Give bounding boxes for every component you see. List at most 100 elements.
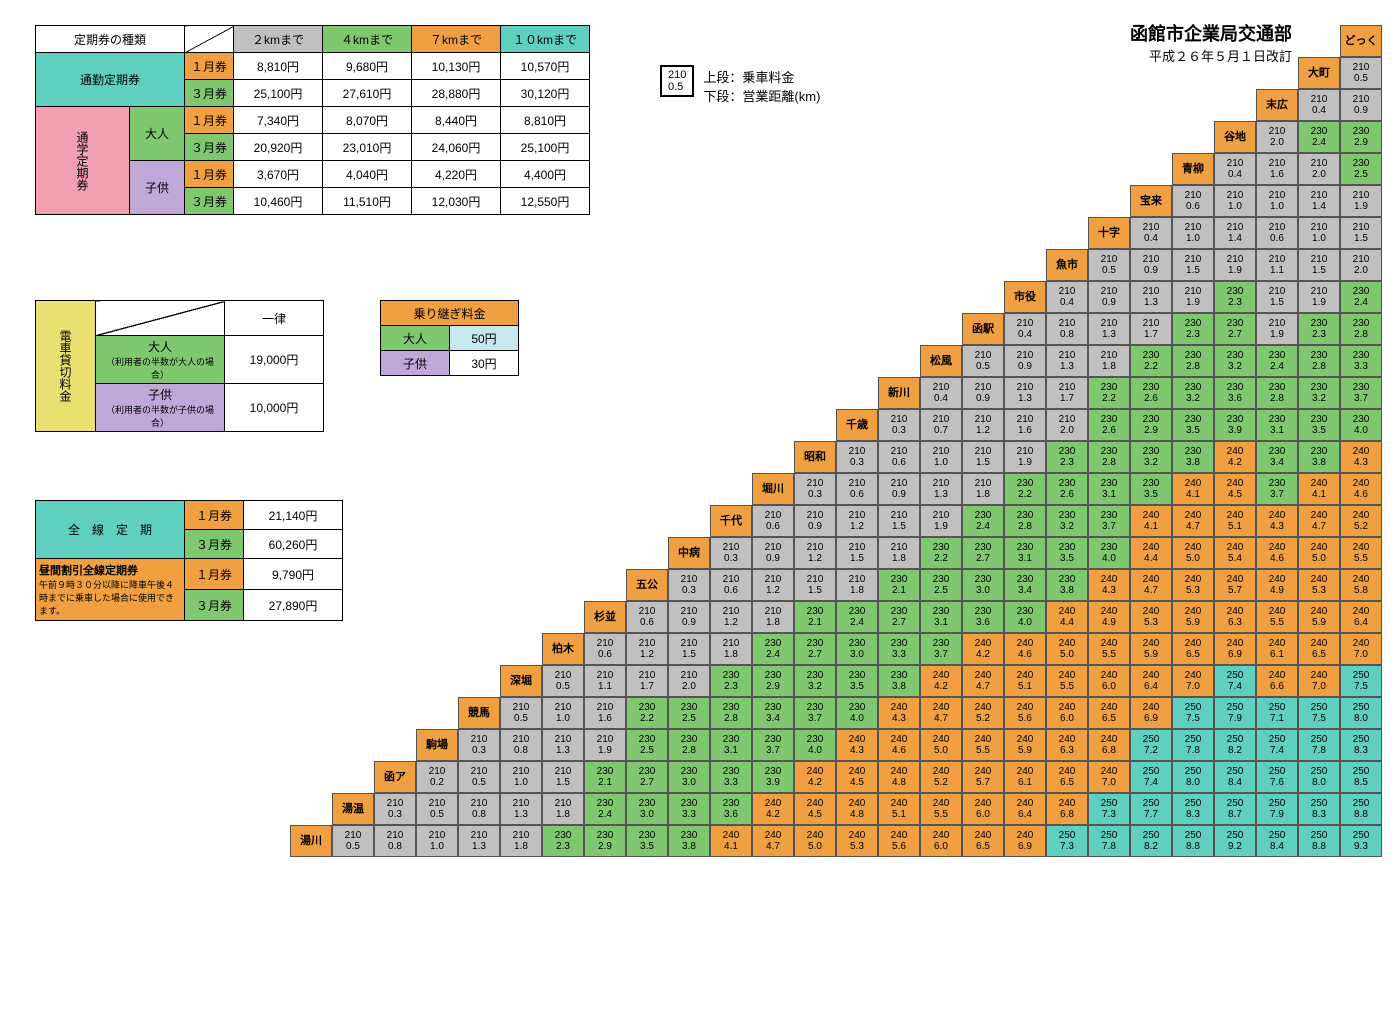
station-header: 松風: [920, 345, 962, 377]
fare-cell: 2101.0: [1172, 217, 1214, 249]
fare-cell: 2302.4: [1298, 121, 1340, 153]
fare-cell: 2405.0: [794, 825, 836, 857]
fare-cell: 2101.6: [584, 697, 626, 729]
fare-cell: 2101.8: [710, 633, 752, 665]
fare-cell: 2508.8: [1340, 793, 1382, 825]
fare-cell: 2405.5: [1088, 633, 1130, 665]
fare-cell: 2404.7: [920, 697, 962, 729]
fare-cell: 2100.8: [458, 793, 500, 825]
fare-cell: 2406.1: [1004, 761, 1046, 793]
fare-cell: 2303.1: [1004, 537, 1046, 569]
fare-cell: 2302.7: [878, 601, 920, 633]
fare-cell: 2404.6: [1256, 537, 1298, 569]
fare-cell: 2303.0: [668, 761, 710, 793]
fare-cell: 2302.9: [584, 825, 626, 857]
fare-cell: 2303.8: [878, 665, 920, 697]
fare-cell: 2404.2: [794, 761, 836, 793]
fare-cell: 2508.4: [1214, 761, 1256, 793]
fare-cell: 2100.5: [962, 345, 1004, 377]
fare-cell: 2406.3: [1214, 601, 1256, 633]
fare-cell: 2101.2: [626, 633, 668, 665]
fare-cell: 2303.3: [1340, 345, 1382, 377]
fare-cell: 2404.1: [1172, 473, 1214, 505]
allline-day-label: 昼間割引全線定期券午前９時３０分以降に降車午後４時までに乗車した場合に使用できま…: [36, 559, 185, 621]
fare-cell: 2405.9: [1004, 729, 1046, 761]
commute-label: 通勤定期券: [36, 53, 185, 107]
fare-cell: 2100.9: [1088, 281, 1130, 313]
fare-cell: 2507.7: [1130, 793, 1172, 825]
fare-cell: 2508.8: [1298, 825, 1340, 857]
fare-cell: 2405.5: [1256, 601, 1298, 633]
fare-cell: 2303.5: [626, 825, 668, 857]
fare-cell: 2302.5: [668, 697, 710, 729]
fare-cell: 2303.6: [962, 601, 1004, 633]
station-header: 五公: [626, 569, 668, 601]
station-header: 湯川: [290, 825, 332, 857]
fare-cell: 2507.3: [1088, 793, 1130, 825]
fare-cell: 2405.5: [920, 793, 962, 825]
fare-cell: 2404.5: [794, 793, 836, 825]
fare-cell: 2101.2: [962, 409, 1004, 441]
fare-cell: 2405.9: [1172, 601, 1214, 633]
fare-cell: 2406.5: [962, 825, 1004, 857]
fare-cell: 2507.4: [1214, 665, 1256, 697]
fare-cell: 2404.7: [1130, 569, 1172, 601]
fare-cell: 2302.7: [794, 633, 836, 665]
fare-cell: 2101.6: [1004, 409, 1046, 441]
fare-cell: 2101.8: [878, 537, 920, 569]
student-c-3m: ３月券: [185, 188, 234, 215]
station-header: 魚市: [1046, 249, 1088, 281]
fare-cell: 2100.6: [878, 441, 920, 473]
fare-cell: 2302.6: [1046, 473, 1088, 505]
allline-label: 全 線 定 期: [36, 501, 185, 559]
fare-cell: 2101.3: [1004, 377, 1046, 409]
student-a-3m: ３月券: [185, 134, 234, 161]
fare-cell: 2303.8: [668, 825, 710, 857]
fare-cell: 2406.8: [1046, 793, 1088, 825]
fare-cell: 2101.0: [542, 697, 584, 729]
fare-cell: 2302.8: [1298, 345, 1340, 377]
fare-cell: 2100.3: [668, 569, 710, 601]
fare-cell: 2100.9: [752, 537, 794, 569]
fare-cell: 2508.5: [1340, 761, 1382, 793]
fare-matrix: どっく大町2100.5末広2100.42100.9谷地2102.02302.42…: [290, 25, 1382, 857]
fare-cell: 2302.4: [962, 505, 1004, 537]
fare-cell: 2302.2: [1004, 473, 1046, 505]
fare-cell: 2303.3: [710, 761, 752, 793]
fare-cell: 2303.3: [878, 633, 920, 665]
fare-cell: 2101.5: [668, 633, 710, 665]
fare-cell: 2101.3: [500, 793, 542, 825]
fare-cell: 2100.6: [752, 505, 794, 537]
fare-cell: 2101.8: [752, 601, 794, 633]
fare-cell: 2404.2: [962, 633, 1004, 665]
fare-cell: 2303.8: [1046, 569, 1088, 601]
fare-cell: 2404.3: [836, 729, 878, 761]
fare-cell: 2508.3: [1298, 793, 1340, 825]
fare-cell: 2405.2: [920, 761, 962, 793]
fare-cell: 2101.9: [1172, 281, 1214, 313]
allline-d1m: １月券: [185, 559, 244, 590]
fare-cell: 2404.6: [1004, 633, 1046, 665]
fare-cell: 2406.0: [1088, 665, 1130, 697]
fare-cell: 2101.9: [1214, 249, 1256, 281]
station-header: 競馬: [458, 697, 500, 729]
fare-cell: 2101.3: [542, 729, 584, 761]
fare-cell: 2302.3: [1172, 313, 1214, 345]
fare-cell: 2101.5: [1298, 249, 1340, 281]
fare-cell: 2508.0: [1340, 697, 1382, 729]
fare-cell: 2101.8: [962, 473, 1004, 505]
fare-cell: 2100.6: [626, 601, 668, 633]
fare-cell: 2302.2: [1088, 377, 1130, 409]
fare-cell: 2303.7: [920, 633, 962, 665]
fare-cell: 2101.8: [1088, 345, 1130, 377]
fare-cell: 2303.5: [1298, 409, 1340, 441]
fare-cell: 2405.1: [878, 793, 920, 825]
fare-cell: 2404.3: [1256, 505, 1298, 537]
fare-cell: 2404.1: [1298, 473, 1340, 505]
fare-cell: 2302.8: [1340, 313, 1382, 345]
station-header: 函ア: [374, 761, 416, 793]
fare-cell: 2302.8: [668, 729, 710, 761]
fare-cell: 2405.5: [1046, 665, 1088, 697]
fare-cell: 2302.4: [752, 633, 794, 665]
fare-cell: 2303.7: [1088, 505, 1130, 537]
